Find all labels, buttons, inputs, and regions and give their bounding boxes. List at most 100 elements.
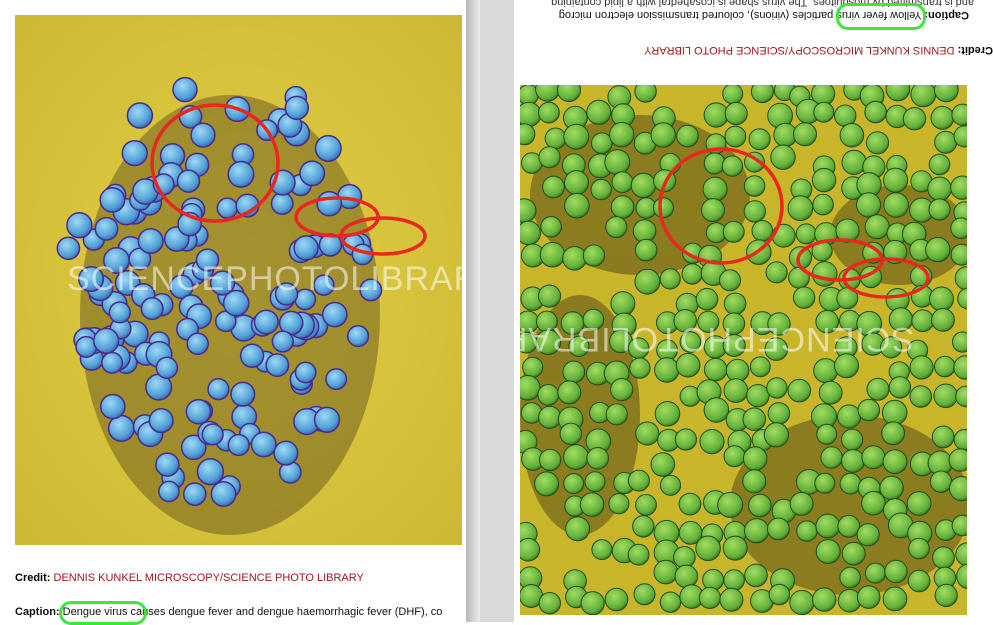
virion-particle (169, 274, 194, 300)
dengue-virus-micrograph: SCIENCEPHOTOLIBRARY (15, 15, 462, 545)
virion-particle (764, 337, 789, 361)
virion-particle (556, 85, 582, 103)
virion-particle (155, 356, 179, 380)
credit-label: Credit: (957, 44, 993, 56)
virion-particle (787, 195, 814, 222)
virion-particle (812, 587, 837, 612)
virion-particle (590, 178, 612, 201)
virion-particle (676, 124, 699, 148)
virion-particle (538, 592, 561, 615)
virion-particle (265, 353, 290, 378)
virion-particle (787, 378, 812, 403)
virion-particle (925, 236, 951, 263)
virion-particle (681, 263, 703, 285)
virion-particle (723, 292, 747, 316)
virion-particle (293, 235, 319, 261)
virion-particle (856, 192, 882, 218)
virion-particle (564, 192, 590, 219)
virion-particle (767, 312, 791, 336)
virion-particle (634, 85, 657, 103)
virion-particle (839, 566, 861, 589)
virion-particle (721, 155, 744, 177)
virion-particle (562, 246, 587, 271)
virion-particle (765, 261, 788, 284)
virion-particle (881, 421, 906, 446)
virion-particle (768, 583, 791, 606)
virion-particle (934, 355, 956, 378)
virion-particle (955, 385, 967, 408)
virion-particle (841, 428, 864, 451)
virion-particle (750, 85, 774, 104)
virion-particle (539, 241, 566, 268)
virion-particle (767, 402, 791, 425)
virion-particle (744, 563, 768, 588)
virion-particle (610, 195, 635, 219)
virion-particle (933, 85, 959, 103)
virion-particle (359, 278, 383, 302)
virion-particle (562, 360, 586, 384)
virion-particle (909, 385, 933, 408)
virion-particle (742, 407, 767, 432)
virion-particle (347, 325, 370, 348)
caption-label: Caption: (15, 606, 60, 618)
virion-particle (933, 383, 959, 409)
virion-particle (909, 355, 934, 380)
virion-particle (763, 422, 789, 448)
virion-particle (881, 399, 908, 426)
credit-label: Credit: (15, 572, 51, 584)
virion-particle (861, 445, 886, 470)
virion-particle (837, 404, 862, 429)
left-caption-line: Caption: Dengue virus causes dengue feve… (15, 606, 470, 618)
virion-particle (746, 384, 770, 408)
virion-particle (537, 384, 560, 406)
virion-particle (659, 591, 682, 613)
virion-particle (882, 449, 908, 475)
virion-particle (542, 175, 565, 199)
virion-particle (520, 537, 541, 562)
virion-particle (748, 128, 771, 151)
red-annotation-oval (339, 216, 427, 256)
virion-particle (674, 564, 699, 589)
virion-particle (635, 494, 657, 516)
yellow-fever-virus-micrograph: SCIENCEPHOTOLIBRARY (520, 85, 967, 615)
virion-particle (273, 440, 299, 466)
virion-particle (717, 491, 744, 518)
virion-particle (770, 144, 796, 170)
virion-particle (78, 265, 105, 293)
virion-particle (586, 99, 612, 125)
virion-particle (180, 434, 207, 461)
virion-particle (538, 146, 561, 169)
left-credit-line: Credit: DENNIS KUNKEL MICROSCOPY/SCIENCE… (15, 572, 364, 584)
virion-particle (864, 214, 890, 240)
virion-particle (284, 95, 310, 121)
virion-particle (538, 101, 560, 124)
virion-particle (839, 472, 862, 495)
virion-particle (742, 446, 768, 471)
virion-particle (857, 398, 881, 422)
virion-particle (182, 482, 207, 506)
virion-particle (948, 448, 967, 472)
virion-particle (792, 286, 816, 309)
green-highlight-oval (59, 601, 147, 625)
virion-particle (559, 422, 582, 445)
virion-particle (540, 216, 562, 238)
virion-particle (882, 586, 908, 612)
virion-particle (538, 405, 562, 429)
virion-particle (956, 563, 967, 590)
virion-particle (951, 331, 967, 353)
virion-particle (722, 334, 746, 357)
virion-particle (520, 375, 541, 401)
virion-particle (744, 518, 770, 544)
virion-particle (934, 130, 958, 154)
virion-particle (722, 85, 744, 105)
virion-particle (629, 357, 651, 379)
virion-particle (195, 248, 220, 272)
virion-particle (955, 542, 967, 567)
virion-particle (650, 452, 676, 477)
virion-particle (702, 176, 728, 202)
virion-particle (719, 587, 744, 612)
virion-particle (604, 587, 629, 612)
virion-particle (148, 408, 174, 434)
virion-particle (723, 445, 746, 468)
virion-particle (608, 493, 630, 515)
